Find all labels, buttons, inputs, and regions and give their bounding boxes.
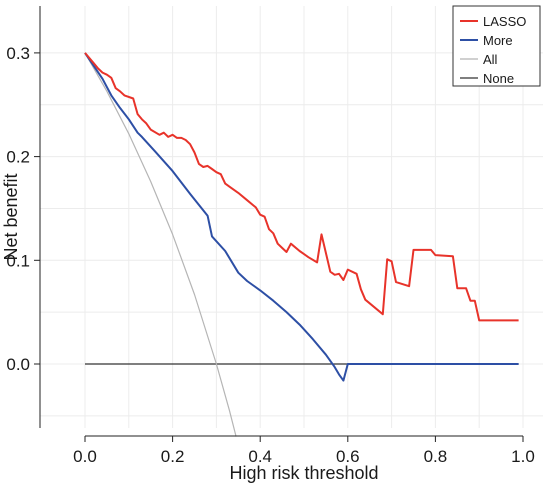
x-tick-label: 0.8 bbox=[424, 447, 448, 466]
x-axis-ticks: 0.0 0.2 0.4 0.6 0.8 1.0 bbox=[73, 436, 535, 466]
legend: LASSO More All None bbox=[452, 5, 541, 87]
legend-label-lasso: LASSO bbox=[483, 14, 526, 29]
y-tick-label: 0.3 bbox=[6, 44, 30, 63]
series-line-lasso bbox=[84, 52, 519, 322]
y-axis-title: Net benefit bbox=[1, 173, 21, 260]
legend-label-all: All bbox=[483, 52, 498, 67]
legend-label-none: None bbox=[483, 71, 514, 86]
x-tick-label: 0.6 bbox=[336, 447, 360, 466]
y-tick-label: 0.2 bbox=[6, 148, 30, 167]
x-tick-label: 1.0 bbox=[511, 447, 535, 466]
y-tick-label: 0.0 bbox=[6, 355, 30, 374]
x-axis-title: High risk threshold bbox=[229, 463, 378, 483]
axes bbox=[39, 6, 523, 437]
x-tick-label: 0.0 bbox=[73, 447, 97, 466]
series-line-more bbox=[84, 52, 519, 382]
y-tick-label: 0.1 bbox=[6, 251, 30, 270]
legend-label-more: More bbox=[483, 33, 513, 48]
series-lines bbox=[84, 52, 519, 437]
x-tick-label: 0.2 bbox=[161, 447, 185, 466]
y-axis-ticks: 0.0 0.1 0.2 0.3 bbox=[6, 44, 40, 374]
x-tick-label: 0.4 bbox=[248, 447, 272, 466]
legend-box bbox=[452, 5, 541, 87]
series-line-all bbox=[84, 52, 237, 437]
